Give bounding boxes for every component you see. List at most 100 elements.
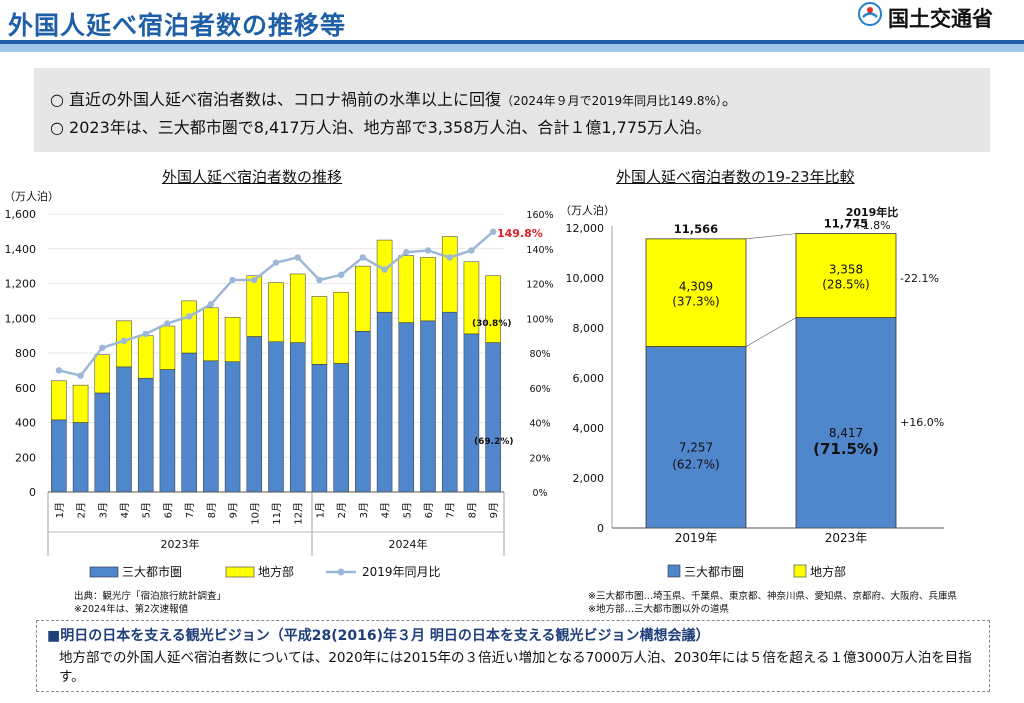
local-value-label: 3,358 <box>829 263 863 277</box>
left-preliminary-note: ※2024年は、第2次速報値 <box>74 604 189 615</box>
legend-local-swatch <box>225 566 255 578</box>
local-bar <box>72 384 89 423</box>
metro-bar <box>72 422 89 493</box>
right-y-unit: （万人泊） <box>560 204 615 217</box>
right-metro-definition-note: ※三大都市圏…埼玉県、千葉県、東京都、神奈川県、愛知県、京都府、大阪府、兵庫県 <box>588 591 957 602</box>
local-share-label: (30.8%) <box>472 319 511 329</box>
local-bar <box>289 273 306 343</box>
vision-text: 地方部での外国人延べ宿泊者数については、2020年には2015年の３倍近い増加と… <box>59 650 972 685</box>
ratio-point <box>381 266 388 273</box>
right-legend-metro-label: 三大都市圏 <box>684 564 744 579</box>
month-tick-label: 7月 <box>184 502 196 518</box>
month-tick-label: 1月 <box>54 502 66 518</box>
ratio-point <box>489 228 497 235</box>
metro-bar <box>795 317 897 529</box>
page-title: 外国人延べ宿泊者数の推移等 <box>8 11 347 40</box>
metro-bar <box>203 360 219 493</box>
legend-metro-swatch <box>89 566 119 578</box>
metro-value-label: 7,257 <box>679 440 713 454</box>
tourism-vision-box: ■明日の日本を支える観光ビジョン（平成28(2016)年３月 明日の日本を支える… <box>36 620 990 692</box>
month-tick-label: 2月 <box>336 502 348 518</box>
legend-ratio-label: 2019年同月比 <box>362 565 441 579</box>
ratio-point <box>120 337 128 345</box>
summary-line-1-text: ○ 直近の外国人延べ宿泊者数は、コロナ禍前の水準以上に回復 <box>50 90 502 109</box>
month-tick-label: 4月 <box>380 502 392 518</box>
metro-bar <box>376 311 393 493</box>
right-y-tick-label: 0 <box>597 522 604 535</box>
right-y-tick-label: 4,000 <box>573 422 605 435</box>
right-legend-metro-swatch <box>667 564 681 578</box>
local-bar <box>376 239 393 313</box>
right-category-label: 2019年 <box>675 531 718 545</box>
ratio-point <box>251 276 258 284</box>
left-y-tick-label: 400 <box>15 417 36 430</box>
summary-line-1-end: 。 <box>721 90 738 109</box>
left-y2-tick-label: 100% <box>526 314 553 325</box>
left-y-tick-label: 1,600 <box>5 208 37 221</box>
metro-connector <box>745 317 797 347</box>
month-tick-label: 8月 <box>466 502 478 518</box>
ratio-point <box>337 271 345 279</box>
local-bar <box>51 380 67 421</box>
metro-bar <box>355 331 371 493</box>
metro-bar <box>137 377 154 493</box>
right-category-label: 2023年 <box>825 531 868 545</box>
month-tick-label: 11月 <box>271 502 283 525</box>
metro-bar <box>94 392 111 493</box>
local-bar <box>333 291 349 364</box>
ratio-point <box>142 330 149 338</box>
year-label-2023: 2023年 <box>161 537 200 551</box>
left-source-note: 出典：観光庁「宿泊旅行統計調査」 <box>74 591 227 602</box>
metro-bar <box>398 322 415 493</box>
compare-metro: +16.0% <box>900 416 944 429</box>
ratio-point <box>316 276 323 284</box>
local-bar <box>795 233 897 318</box>
month-tick-label: 5月 <box>141 502 153 518</box>
right-legend-local-swatch <box>793 564 807 578</box>
right-y-tick-label: 12,000 <box>566 222 605 235</box>
metro-bar <box>645 346 747 529</box>
local-bar <box>645 238 747 347</box>
summary-box: ○ 直近の外国人延べ宿泊者数は、コロナ禍前の水準以上に回復（2024年９月で20… <box>34 68 990 152</box>
metro-bar <box>420 320 436 493</box>
month-tick-label: 1月 <box>314 502 326 518</box>
local-bar <box>224 317 241 362</box>
metro-bar <box>159 369 176 493</box>
month-tick-label: 3月 <box>358 502 370 518</box>
local-bar <box>441 236 458 313</box>
vision-title: ■明日の日本を支える観光ビジョン（平成28(2016)年３月 明日の日本を支える… <box>47 628 710 644</box>
metro-bar <box>463 333 480 493</box>
summary-line-1: ○ 直近の外国人延べ宿泊者数は、コロナ禍前の水準以上に回復（2024年９月で20… <box>50 86 738 110</box>
month-tick-label: 7月 <box>445 502 457 518</box>
compare-title: 2019年比 <box>846 205 899 219</box>
left-y2-tick-label: 80% <box>529 349 550 360</box>
metro-bar <box>485 342 501 493</box>
month-tick-label: 5月 <box>401 502 413 518</box>
left-y-tick-label: 800 <box>15 347 36 360</box>
metro-bar <box>311 364 328 493</box>
left-y2-tick-label: 20% <box>529 453 550 464</box>
ratio-point <box>77 372 84 379</box>
ratio-point <box>403 249 410 256</box>
ratio-point <box>468 247 475 254</box>
local-share-label: (28.5%) <box>822 278 869 292</box>
metro-value-label: 8,417 <box>829 426 863 440</box>
local-bar <box>137 335 154 379</box>
metro-share-label: (69.2%) <box>474 437 513 447</box>
comparison-chart: （万人泊） 12,00010,0008,0006,0004,0002,0000 … <box>560 204 944 579</box>
left-y-tick-label: 1,200 <box>5 278 37 291</box>
ratio-point <box>424 247 432 254</box>
month-tick-label: 2月 <box>76 502 88 518</box>
metro-bar <box>246 336 263 493</box>
month-tick-label: 9月 <box>228 502 240 518</box>
metro-bar <box>289 342 306 493</box>
right-chart-title: 外国人延べ宿泊者数の19-23年比較 <box>616 168 855 186</box>
right-y-tick-label: 8,000 <box>573 322 605 335</box>
right-local-definition-note: ※地方部…三大都市圏以外の道県 <box>588 604 729 615</box>
left-y2-tick-label: 60% <box>529 384 550 395</box>
local-bar <box>246 275 263 337</box>
metro-bar <box>441 311 458 493</box>
local-bar <box>94 354 111 394</box>
left-y-tick-label: 1,000 <box>5 312 37 325</box>
legend-local-label: 地方部 <box>258 564 294 579</box>
